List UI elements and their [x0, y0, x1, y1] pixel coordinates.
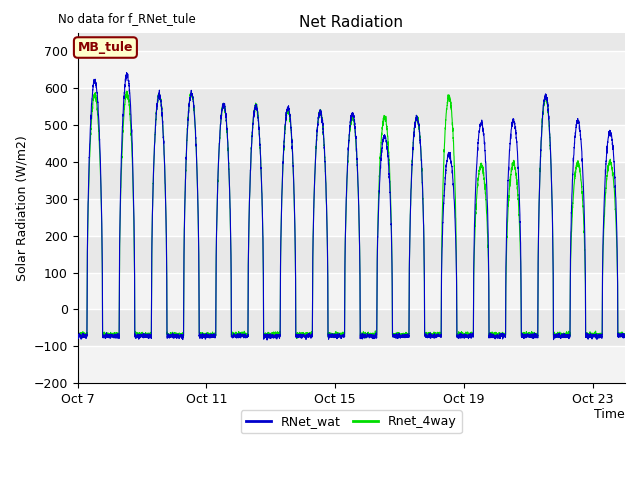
Bar — [77, 199, 625, 236]
Bar — [77, 125, 625, 162]
Y-axis label: Solar Radiation (W/m2): Solar Radiation (W/m2) — [15, 135, 28, 281]
Text: MB_tule: MB_tule — [77, 41, 133, 54]
Bar — [77, 347, 625, 384]
Text: Time: Time — [595, 408, 625, 421]
Text: No data for f_RNet_tule: No data for f_RNet_tule — [58, 12, 195, 25]
Title: Net Radiation: Net Radiation — [300, 15, 403, 30]
Bar — [77, 273, 625, 310]
Bar — [77, 51, 625, 88]
Legend: RNet_wat, Rnet_4way: RNet_wat, Rnet_4way — [241, 410, 462, 433]
